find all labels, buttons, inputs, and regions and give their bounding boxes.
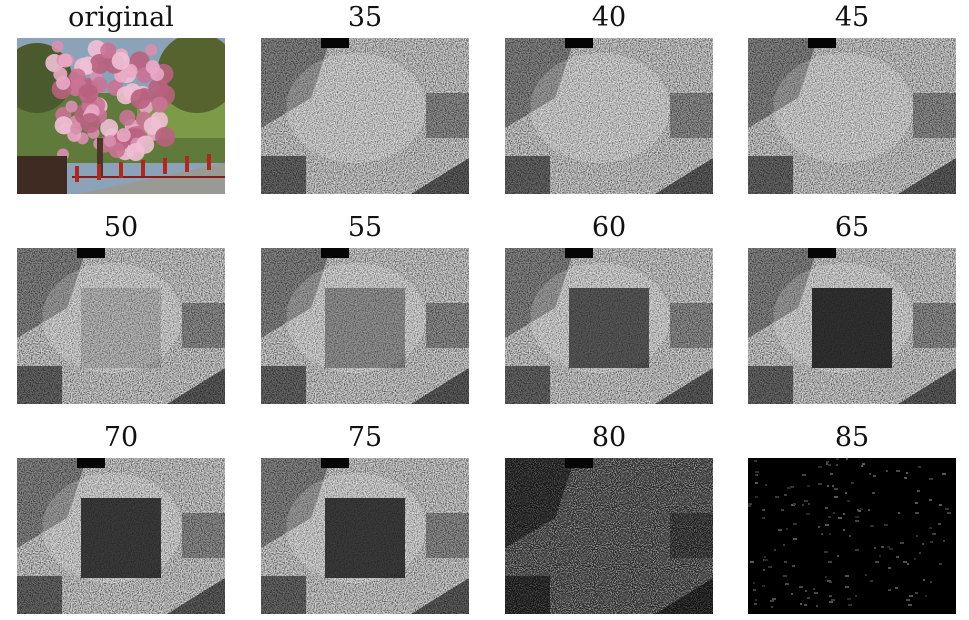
panel-label: 65 [834,212,870,243]
panel-label: 60 [591,212,627,243]
noise-map-image [261,248,469,404]
panel-label: 45 [834,2,870,33]
panel-label: 85 [834,422,870,453]
panel-label: original [68,2,174,33]
panel-label: 55 [347,212,383,243]
panel-label: 40 [591,2,627,33]
noise-map-image [505,248,713,404]
noise-map-image [505,458,713,614]
original-photo [17,38,225,194]
panel-label: 50 [103,212,139,243]
noise-map-image [261,458,469,614]
noise-map-image [748,458,956,614]
noise-map-image [748,38,956,194]
panel-label: 35 [347,2,383,33]
noise-map-image [261,38,469,194]
noise-map-image [17,458,225,614]
noise-map-image [505,38,713,194]
panel-label: 75 [347,422,383,453]
panel-label: 80 [591,422,627,453]
noise-map-image [17,248,225,404]
panel-label: 70 [103,422,139,453]
noise-map-image [748,248,956,404]
